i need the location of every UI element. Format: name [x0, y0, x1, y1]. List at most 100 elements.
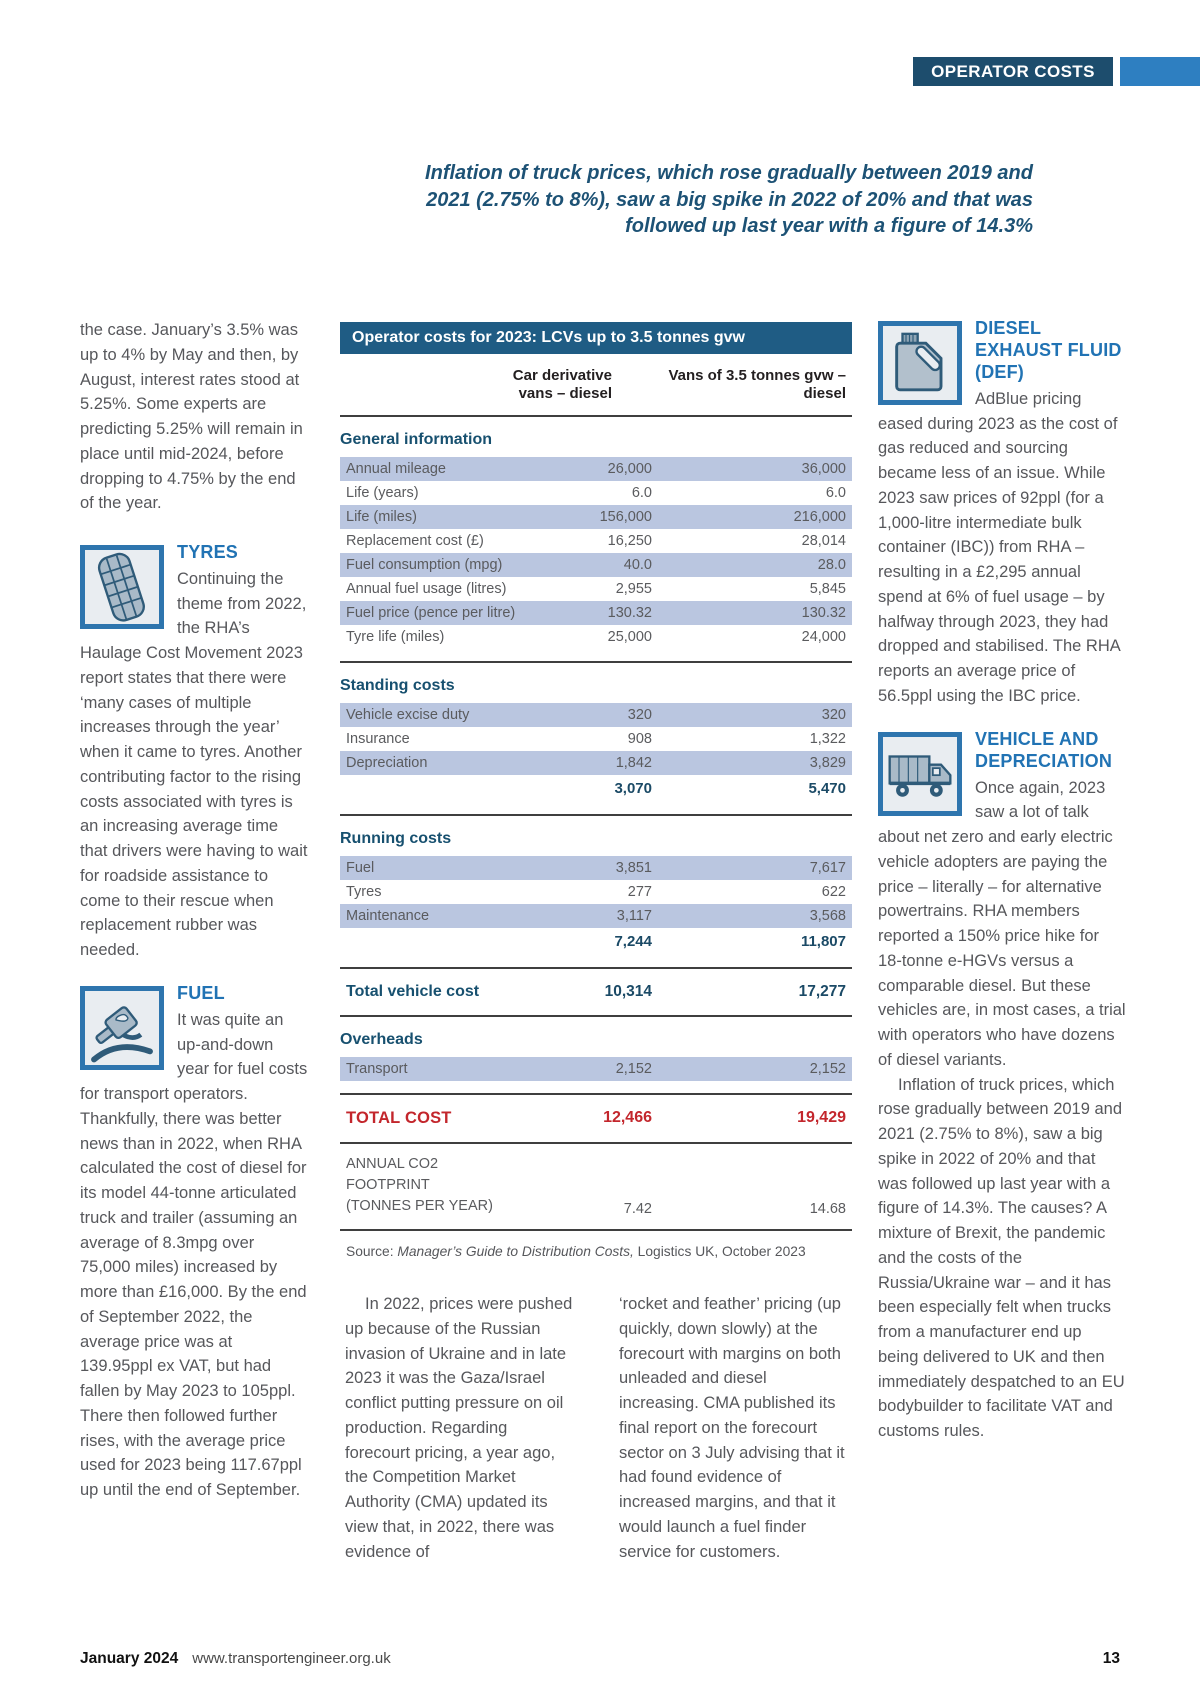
tyres-text: Continuing the theme from 2022, the RHA’…	[80, 569, 308, 960]
row-value: 1,842	[615, 754, 652, 771]
footer-page-number: 13	[1102, 1650, 1120, 1667]
truck-icon	[878, 731, 962, 816]
source-prefix: Source:	[346, 1243, 398, 1259]
column-header-35t-vans: Vans of 3.5 tonnes gvw – diesel	[668, 367, 846, 403]
co2-footprint-value: 7.42	[623, 1200, 652, 1217]
total-vehicle-cost-value: 10,314	[604, 982, 652, 1000]
table-section-title: Overheads	[340, 1030, 423, 1048]
left-column: the case. January’s 3.5% was up to 4% by…	[80, 318, 308, 1523]
table-rows: Annual mileage 26,000 36,000 Life (years) 6.…	[340, 456, 852, 649]
footer-issue-date: January 2024	[80, 1650, 179, 1667]
row-label: Replacement cost (£)	[346, 532, 484, 549]
table-row: Life (miles) 156,000 216,000	[340, 504, 852, 529]
vehicle-text-2: Inflation of truck prices, which rose gr…	[878, 1075, 1125, 1441]
row-value: 2,152	[809, 1060, 846, 1077]
right-column: DIESEL EXHAUST FLUID (DEF) AdBlue pricin…	[878, 318, 1126, 1464]
row-value: 3,117	[616, 907, 652, 924]
table-section-title: General information	[340, 430, 493, 448]
table-section-title: Running costs	[340, 829, 452, 847]
table-row: Annual mileage 26,000 36,000	[340, 456, 852, 481]
table-row: Tyre life (miles) 25,000 24,000	[340, 625, 852, 649]
table-row: Replacement cost (£) 16,250 28,014	[340, 529, 852, 553]
table-row: Tyres 277 622	[340, 880, 852, 904]
table-source-line: Source: Manager’s Guide to Distribution …	[340, 1231, 852, 1259]
row-label: Fuel price (pence per litre)	[346, 604, 516, 621]
row-value: 3,829	[809, 754, 846, 771]
row-label: Life (years)	[346, 484, 419, 501]
tyre-icon	[80, 545, 164, 629]
pull-quote: Inflation of truck prices, which rose gr…	[385, 160, 1033, 240]
total-cost-value: 19,429	[797, 1109, 846, 1127]
row-value: 2,955	[615, 580, 652, 597]
subtotal-value: 11,807	[800, 932, 846, 950]
row-value: 6.0	[825, 484, 846, 501]
co2-footprint-label: ANNUAL CO2 FOOTPRINT (TONNES PER YEAR)	[340, 1154, 522, 1217]
row-label: Fuel	[346, 859, 375, 876]
table-row: Depreciation 1,842 3,829	[340, 750, 852, 775]
table-row: Transport 2,152 2,152	[340, 1056, 852, 1081]
table-section-standing-costs: Standing costs Vehicle excise duty 320 320…	[340, 663, 852, 816]
row-value: 622	[821, 883, 846, 900]
row-value: 25,000	[607, 628, 652, 645]
row-value: 7,617	[809, 859, 846, 876]
table-section-title: Standing costs	[340, 676, 455, 694]
row-value: 5,845	[809, 580, 846, 597]
subtotal-value: 3,070	[614, 779, 652, 797]
table-row: Vehicle excise duty 320 320	[340, 702, 852, 727]
table-rows: Fuel 3,851 7,617 Tyres 277 622 Maintenance 3,11…	[340, 855, 852, 928]
fuel-section: FUEL It was quite an up-and-down year fo…	[80, 983, 308, 1503]
table-section-general-information: General information Annual mileage 26,000…	[340, 417, 852, 663]
def-heading: DIESEL EXHAUST FLUID (DEF)	[975, 318, 1122, 382]
table-row: Insurance 908 1,322	[340, 727, 852, 751]
row-value: 40.0	[623, 556, 652, 573]
row-value: 320	[627, 706, 652, 723]
co2-footprint-value: 14.68	[809, 1200, 846, 1217]
table-row: Fuel consumption (mpg) 40.0 28.0	[340, 552, 852, 577]
row-label: Tyres	[346, 883, 382, 900]
bottom-column-1: In 2022, prices were pushed up because o…	[345, 1295, 573, 1561]
table-rows: Vehicle excise duty 320 320 Insurance 908 1,3…	[340, 702, 852, 775]
bottom-column-2: ‘rocket and feather’ pricing (up quickly…	[619, 1295, 845, 1561]
def-text: AdBlue pricing eased during 2023 as the …	[878, 389, 1120, 705]
intro-paragraph: the case. January’s 3.5% was up to 4% by…	[80, 321, 303, 513]
total-vehicle-cost-label: Total vehicle cost	[346, 982, 480, 1000]
row-value: 24,000	[801, 628, 846, 645]
tag-accent-bar	[1120, 57, 1200, 86]
running-costs-subtotal-row: 7,244 11,807	[340, 928, 852, 955]
subtotal-value: 7,244	[614, 932, 652, 950]
fuel-text: It was quite an up-and-down year for fue…	[80, 1010, 308, 1500]
tyres-heading: TYRES	[177, 542, 239, 562]
vehicle-depreciation-heading: VEHICLE AND DEPRECIATION	[975, 728, 1113, 771]
row-label: Insurance	[346, 730, 410, 747]
table-row: Maintenance 3,117 3,568	[340, 903, 852, 928]
table-column-headers: Car derivative vans – diesel Vans of 3.5…	[340, 354, 852, 417]
total-vehicle-cost-row: Total vehicle cost 10,314 17,277	[340, 969, 852, 1017]
co2-label-line2: (TONNES PER YEAR)	[346, 1197, 493, 1214]
total-cost-value: 12,466	[603, 1109, 652, 1127]
row-value: 3,568	[809, 907, 846, 924]
def-container-icon	[878, 321, 962, 405]
row-label: Tyre life (miles)	[346, 628, 445, 645]
section-tag: OPERATOR COSTS	[913, 57, 1113, 86]
pull-quote-line: followed up last year with a figure of 1…	[625, 215, 1033, 238]
co2-footprint-row: ANNUAL CO2 FOOTPRINT (TONNES PER YEAR) 7…	[340, 1144, 852, 1231]
row-value: 6.0	[631, 484, 652, 501]
pull-quote-line: 2021 (2.75% to 8%), saw a big spike in 2…	[426, 188, 1033, 211]
page-footer: January 2024 www.transportengineer.org.u…	[80, 1650, 1120, 1668]
row-label: Transport	[346, 1060, 408, 1077]
column-header-car-vans: Car derivative vans – diesel	[512, 367, 612, 403]
pull-quote-line: Inflation of truck prices, which rose gr…	[425, 162, 1033, 184]
row-value: 277	[627, 883, 652, 900]
subtotal-value: 5,470	[808, 779, 846, 797]
fuel-heading: FUEL	[177, 982, 225, 1003]
total-cost-row: TOTAL COST 12,466 19,429	[340, 1095, 852, 1144]
source-title: Manager’s Guide to Distribution Costs,	[397, 1243, 634, 1259]
row-value: 130.32	[607, 604, 652, 621]
def-section: DIESEL EXHAUST FLUID (DEF) AdBlue pricin…	[878, 318, 1126, 709]
row-value: 908	[627, 730, 652, 747]
vehicle-depreciation-section: VEHICLE AND DEPRECIATION Once again, 202…	[878, 729, 1126, 1444]
total-vehicle-cost-value: 17,277	[798, 982, 846, 1000]
table-row: Fuel price (pence per litre) 130.32 130.32	[340, 600, 852, 625]
row-label: Life (miles)	[346, 508, 417, 525]
